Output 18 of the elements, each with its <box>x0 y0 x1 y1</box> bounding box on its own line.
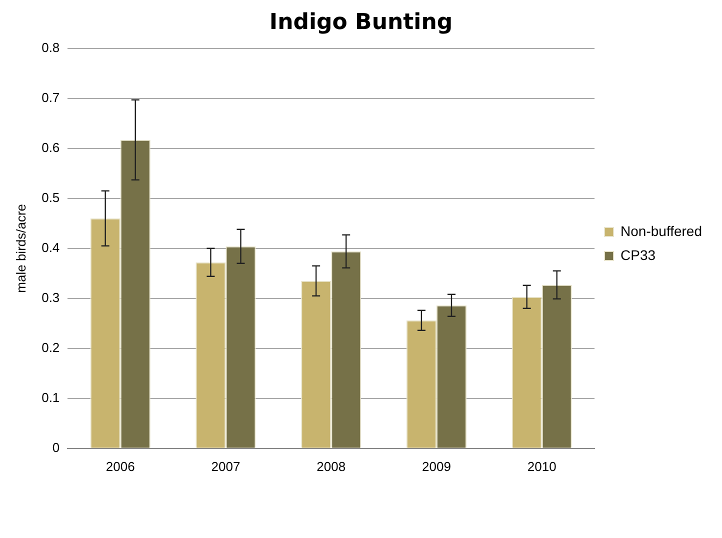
y-tick-label: 0.8 <box>42 40 60 55</box>
x-tick-label: 2009 <box>422 458 451 474</box>
y-tick-label: 0.3 <box>42 290 60 305</box>
x-tick-label: 2007 <box>211 458 240 474</box>
y-tick-label: 0.7 <box>42 90 60 105</box>
y-axis-title: male birds/acre <box>13 204 28 293</box>
y-tick-label: 0.6 <box>42 140 60 155</box>
x-tick-label: 2008 <box>316 458 346 474</box>
x-tick-label: 2006 <box>106 458 135 474</box>
x-tick-label: 2010 <box>527 458 556 474</box>
y-tick-label: 0.2 <box>42 340 60 355</box>
legend-label: CP33 <box>620 246 656 263</box>
y-tick-label: 0.5 <box>42 190 60 205</box>
chart-title: Indigo Bunting <box>269 10 453 35</box>
y-tick-label: 0 <box>52 440 60 455</box>
y-tick-label: 0.1 <box>42 390 60 405</box>
y-tick-label: 0.4 <box>42 240 60 255</box>
legend-label: Non-buffered <box>620 222 702 239</box>
